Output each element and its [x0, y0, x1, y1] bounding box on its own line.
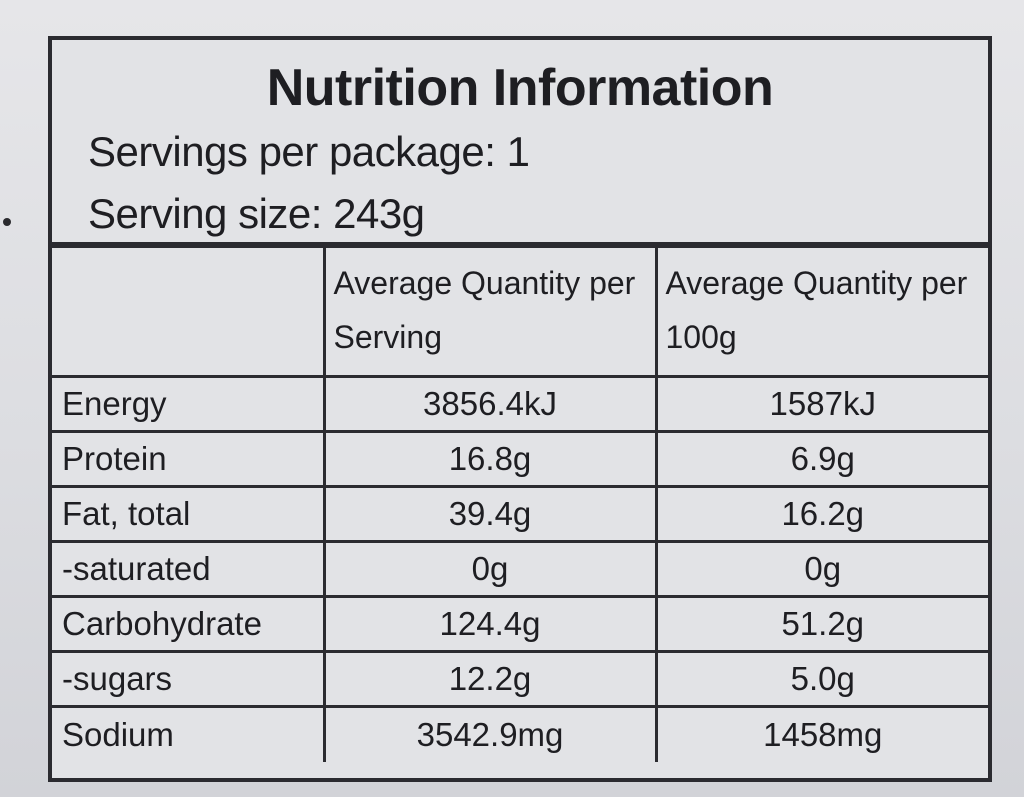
per-100g-value: 1587kJ — [654, 375, 988, 433]
per-100g-value: 6.9g — [654, 430, 988, 488]
per-serving-value: 3542.9mg — [322, 705, 658, 762]
per-100g-value: 5.0g — [654, 650, 988, 708]
table-header-row: Average Quantity per Serving Average Qua… — [52, 245, 988, 378]
nutrient-name: Sodium — [52, 705, 326, 762]
nutrient-name: Carbohydrate — [52, 595, 326, 653]
nutrient-name: Fat, total — [52, 485, 326, 543]
per-serving-value: 3856.4kJ — [322, 375, 658, 433]
table-row: Carbohydrate 124.4g 51.2g — [52, 595, 988, 653]
per-serving-value: 16.8g — [322, 430, 658, 488]
nutrient-name: Energy — [52, 375, 326, 433]
header-per-100g: Average Quantity per 100g — [654, 245, 988, 378]
per-100g-value: 16.2g — [654, 485, 988, 543]
per-100g-value: 0g — [654, 540, 988, 598]
nutrition-table: Average Quantity per Serving Average Qua… — [52, 245, 988, 762]
table-row: Sodium 3542.9mg 1458mg — [52, 705, 988, 762]
nutrition-panel: Nutrition Information Servings per packa… — [48, 36, 992, 782]
table-row: Fat, total 39.4g 16.2g — [52, 485, 988, 543]
nutrient-name: Protein — [52, 430, 326, 488]
table-row: -saturated 0g 0g — [52, 540, 988, 598]
servings-per-package: Servings per package: 1 — [88, 128, 530, 175]
table-row: -sugars 12.2g 5.0g — [52, 650, 988, 708]
per-serving-value: 124.4g — [322, 595, 658, 653]
per-100g-value: 1458mg — [654, 705, 988, 762]
table-row: Protein 16.8g 6.9g — [52, 430, 988, 488]
per-100g-value: 51.2g — [654, 595, 988, 653]
panel-header: Nutrition Information Servings per packa… — [52, 40, 988, 245]
header-per-serving: Average Quantity per Serving — [322, 245, 658, 378]
serving-size: Serving size: 243g — [88, 190, 425, 237]
per-serving-value: 12.2g — [322, 650, 658, 708]
stray-dot — [3, 218, 11, 226]
panel-title: Nutrition Information — [266, 59, 774, 117]
per-serving-value: 0g — [322, 540, 658, 598]
nutrient-name: -saturated — [52, 540, 326, 598]
per-serving-value: 39.4g — [322, 485, 658, 543]
header-nutrient — [52, 245, 326, 378]
nutrient-name: -sugars — [52, 650, 326, 708]
table-row: Energy 3856.4kJ 1587kJ — [52, 375, 988, 433]
